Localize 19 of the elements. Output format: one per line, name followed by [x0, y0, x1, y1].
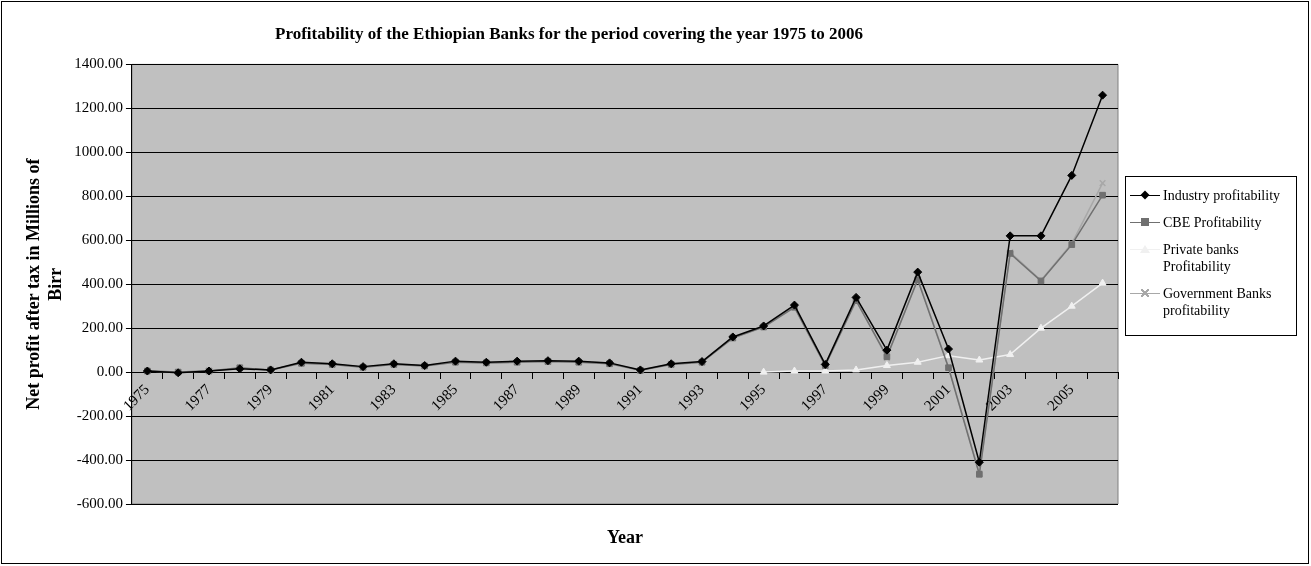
y-tick-label: 200.00 [81, 319, 123, 336]
y-tick-label: 400.00 [81, 275, 123, 292]
x-axis-title: Year [606, 526, 643, 547]
y-tick-label: 1000.00 [74, 143, 123, 160]
y-tick-label: 1400.00 [74, 55, 123, 72]
legend-label: Private banks Profitability [1163, 241, 1240, 275]
legend-label: CBE Profitability [1163, 214, 1262, 231]
y-tick-label: 800.00 [81, 187, 123, 204]
y-tick-label: 1200.00 [74, 99, 123, 116]
legend-label: Government Banks profitability [1163, 285, 1273, 319]
y-tick-label: 600.00 [81, 231, 123, 248]
chart-title: Profitability of the Ethiopian Banks for the period covering the year 1975 to 2006 [275, 23, 863, 43]
legend-label: Industry profitability [1163, 187, 1281, 204]
y-tick-label: -600.00 [76, 494, 123, 511]
x-tick-label: 1991 [612, 381, 646, 414]
y-tick-label: 0.00 [96, 363, 123, 380]
y-axis-title: Net profit after tax in Millions of Birr [23, 157, 66, 410]
y-tick-label: -200.00 [76, 407, 123, 424]
y-tick-label: -400.00 [76, 450, 123, 467]
